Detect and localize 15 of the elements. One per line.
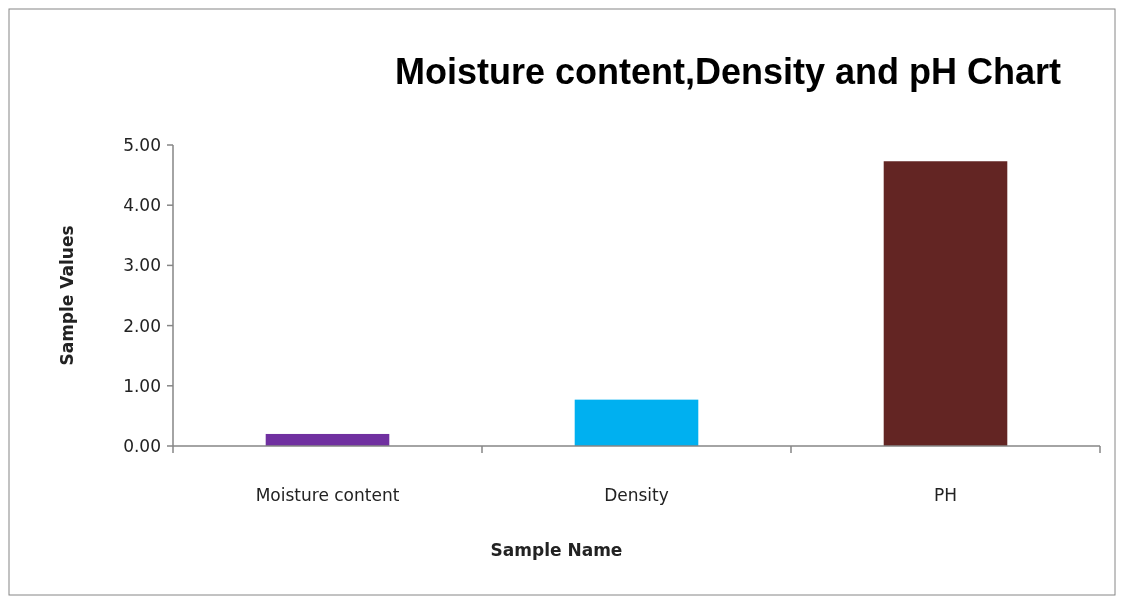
y-tick-label: 2.00 xyxy=(123,315,161,336)
y-tick-label: 5.00 xyxy=(123,134,161,155)
y-tick-label: 0.00 xyxy=(123,435,161,456)
x-tick-label: PH xyxy=(933,485,958,505)
bar xyxy=(883,161,1008,446)
x-tick-label: Moisture content xyxy=(255,485,400,505)
bar xyxy=(574,399,699,446)
y-tick-label: 3.00 xyxy=(123,255,161,276)
y-tick-label: 4.00 xyxy=(123,195,161,216)
x-tick-label: Density xyxy=(604,485,669,505)
x-axis-title: Sample Name xyxy=(490,540,623,560)
chart-title: Moisture content,Density and pH Chart xyxy=(394,51,1062,92)
bar xyxy=(265,433,390,446)
y-axis-title: Sample Values xyxy=(57,225,77,366)
y-tick-label: 1.00 xyxy=(123,375,161,396)
